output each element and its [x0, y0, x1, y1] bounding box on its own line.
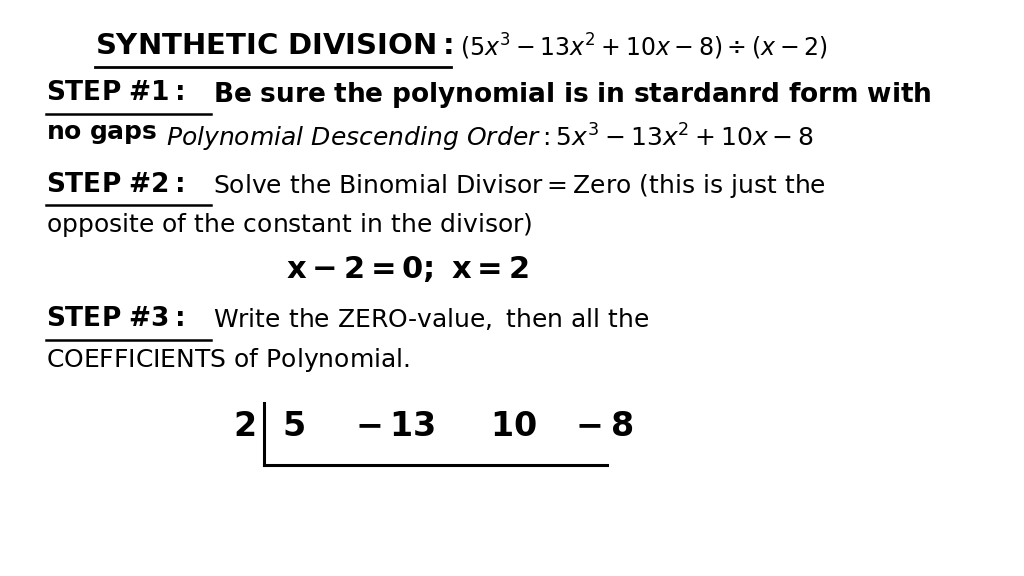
Text: $\mathbf{2}$: $\mathbf{2}$: [232, 411, 255, 444]
Text: $\mathbf{STEP\ \#3:}$: $\mathbf{STEP\ \#3:}$: [46, 306, 184, 332]
Text: $\mathbf{STEP\ \#1:}$: $\mathbf{STEP\ \#1:}$: [46, 80, 184, 106]
Text: $\mathbf{Be\ sure\ the\ polynomial\ is\ in\ stardanrd\ form\ with}$: $\mathbf{Be\ sure\ the\ polynomial\ is\ …: [213, 80, 932, 110]
Text: $\mathrm{Write\ the\ ZERO\text{-}value,\ then\ all\ the}$: $\mathrm{Write\ the\ ZERO\text{-}value,\…: [213, 306, 650, 332]
Text: $\mathit{Polynomial\ Descending\ Order:5x^3-13x^2+10x-8}$: $\mathit{Polynomial\ Descending\ Order:5…: [166, 122, 814, 154]
Text: $\mathbf{SYNTHETIC\ DIVISION:}$: $\mathbf{SYNTHETIC\ DIVISION:}$: [95, 32, 453, 60]
Text: $(5x^3-13x^2+10x-8)\div(x-2)$: $(5x^3-13x^2+10x-8)\div(x-2)$: [460, 32, 827, 62]
Text: $\mathbf{no\ gaps}$: $\mathbf{no\ gaps}$: [46, 122, 158, 146]
Text: $\mathrm{Solve\ the\ Binomial\ Divisor = Zero\ (this\ is\ just\ the}$: $\mathrm{Solve\ the\ Binomial\ Divisor =…: [213, 172, 826, 199]
Text: $\mathbf{STEP\ \#2:}$: $\mathbf{STEP\ \#2:}$: [46, 172, 184, 198]
Text: $\mathbf{5\ \ \ \ -13\ \ \ \ \ 10\ \ \ -8}$: $\mathbf{5\ \ \ \ -13\ \ \ \ \ 10\ \ \ -…: [282, 411, 633, 444]
Text: $\mathbf{x-2=0;\ x=2}$: $\mathbf{x-2=0;\ x=2}$: [287, 254, 529, 284]
Text: $\mathrm{opposite\ of\ the\ constant\ in\ the\ divisor)}$: $\mathrm{opposite\ of\ the\ constant\ in…: [46, 211, 532, 240]
Text: $\mathrm{COEFFICIENTS\ of\ Polynomial.}$: $\mathrm{COEFFICIENTS\ of\ Polynomial.}$: [46, 346, 410, 374]
